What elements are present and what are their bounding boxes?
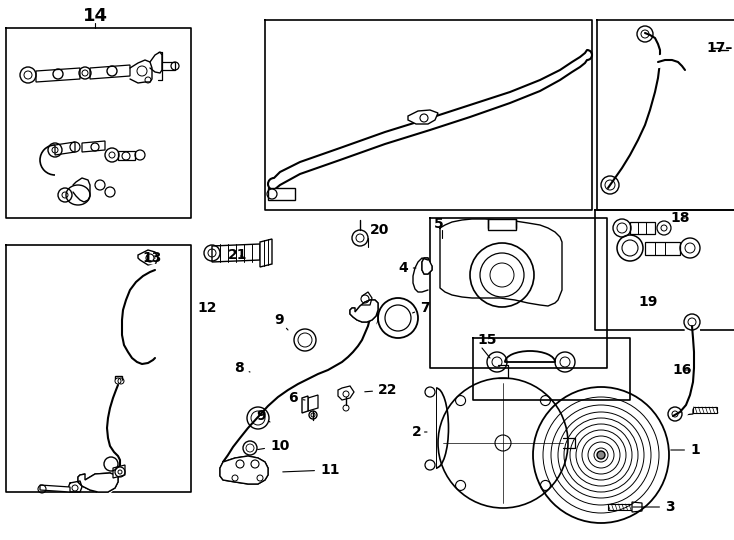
Polygon shape [408,110,438,124]
Polygon shape [220,456,268,484]
Polygon shape [302,396,308,413]
Polygon shape [608,504,632,510]
Circle shape [597,451,605,459]
Polygon shape [338,386,354,400]
Text: 6: 6 [288,391,305,405]
Polygon shape [82,141,105,152]
Text: 5: 5 [434,217,444,231]
Text: 8: 8 [234,361,250,375]
Polygon shape [488,219,516,230]
Polygon shape [55,142,75,155]
Text: 2: 2 [412,425,427,439]
Text: 15: 15 [477,333,496,347]
Polygon shape [78,473,118,492]
Polygon shape [115,376,122,386]
Text: 13: 13 [142,251,161,265]
Text: 3: 3 [633,500,675,514]
Polygon shape [212,244,260,262]
Polygon shape [162,62,175,70]
Polygon shape [422,258,432,274]
Polygon shape [308,395,318,411]
Polygon shape [350,300,378,322]
Text: 11: 11 [283,463,340,477]
Text: 14: 14 [82,7,107,25]
Text: 9: 9 [274,313,288,330]
Polygon shape [118,151,135,160]
Polygon shape [113,465,125,478]
Polygon shape [36,68,80,82]
Text: 21: 21 [228,248,247,262]
Polygon shape [630,222,655,234]
Text: 10: 10 [258,439,289,453]
Text: 4: 4 [398,261,416,275]
Text: 16: 16 [672,363,691,377]
Polygon shape [40,485,70,492]
Text: 20: 20 [370,223,389,237]
Text: 18: 18 [670,211,689,225]
Polygon shape [683,405,693,415]
Text: 19: 19 [638,295,658,309]
Text: 22: 22 [365,383,398,397]
Polygon shape [268,188,295,200]
Text: 7: 7 [413,301,429,315]
Text: 12: 12 [197,301,217,315]
Polygon shape [260,239,272,267]
Polygon shape [138,250,158,265]
Text: 1: 1 [671,443,700,457]
Text: 17–: 17– [707,41,733,55]
Polygon shape [90,65,130,79]
Polygon shape [693,407,717,413]
Polygon shape [645,242,680,255]
Polygon shape [632,502,642,512]
Text: 9: 9 [256,409,270,423]
